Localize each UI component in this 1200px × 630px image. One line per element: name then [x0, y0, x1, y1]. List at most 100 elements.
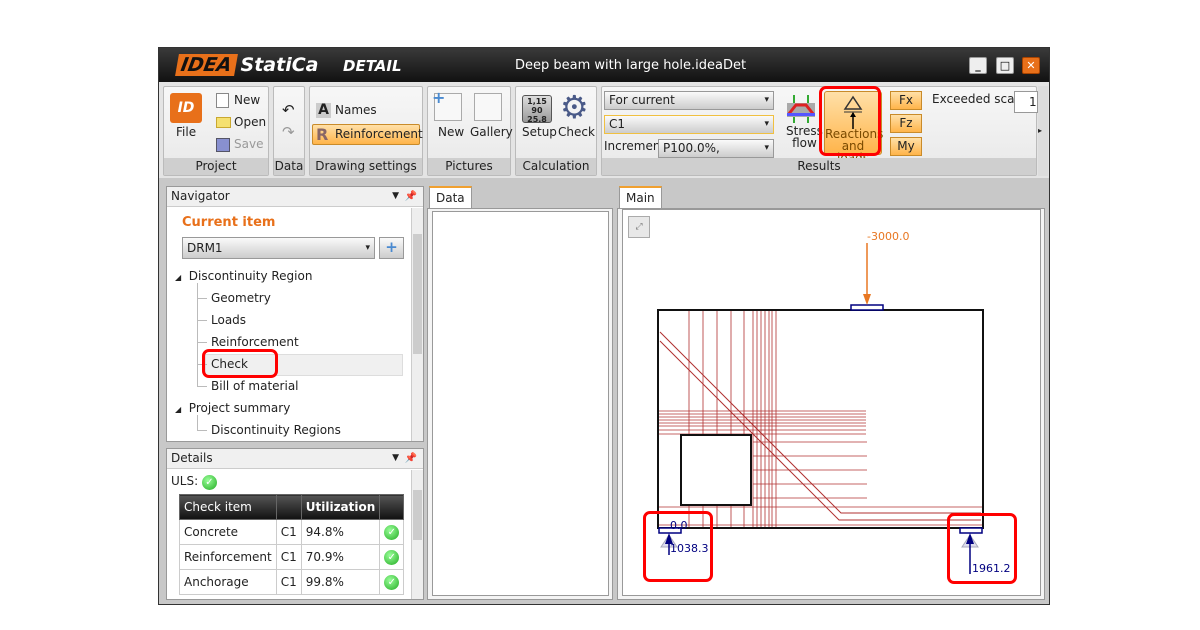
new-picture-button[interactable]: New [438, 125, 465, 139]
rebar-diagonal [659, 340, 981, 521]
group-label: Calculation [516, 158, 596, 175]
check-ok-icon: ✓ [201, 475, 217, 490]
increment-select[interactable]: P100.0%, V100.0% [658, 139, 774, 172]
group-results: For current C1 Increment P100.0%, V100.0… [601, 86, 1038, 176]
combination-select[interactable]: C1 [604, 115, 774, 134]
add-item-button[interactable]: + [379, 237, 404, 259]
tree-item[interactable]: Reinforcement [211, 335, 299, 349]
column-header[interactable]: Check item [179, 494, 277, 520]
hole-outline[interactable] [680, 434, 752, 506]
tree-node[interactable]: ◢ Project summary [175, 401, 291, 415]
stress-flow-button[interactable]: Stress flow [786, 124, 823, 150]
utilization: 99.8% [300, 569, 381, 595]
tab-main[interactable]: Main [619, 186, 662, 208]
dropdown-icon[interactable]: ▼ [392, 453, 399, 463]
column-header[interactable]: Utilization [300, 494, 381, 520]
new-icon [216, 93, 229, 108]
combination: C1 [275, 519, 302, 545]
check-ok-icon: ✓ [384, 525, 400, 540]
check-ok-icon: ✓ [384, 575, 400, 590]
table-row[interactable]: Anchorage C1 99.8% ✓ [179, 569, 405, 595]
close-button[interactable]: ✕ [1022, 57, 1040, 74]
group-data: ↶ ↷ Data [273, 86, 305, 176]
redo-icon[interactable]: ↷ [282, 123, 295, 141]
check-ok-icon: ✓ [384, 550, 400, 565]
file-button[interactable]: File [176, 125, 197, 139]
tree-item[interactable]: Geometry [211, 291, 271, 305]
load-arrowhead [863, 294, 871, 305]
reaction-arrowhead [665, 533, 673, 544]
main-panel: ⤢ -3000.0 0.0 1038.3 1961.2 [617, 208, 1045, 600]
gallery-icon [474, 93, 502, 121]
save-icon [216, 138, 230, 152]
left-reaction-vertical: 1038.3 [670, 542, 709, 555]
file-icon[interactable]: ID [170, 93, 202, 123]
check-item: Anchorage [179, 569, 277, 595]
setup-button[interactable]: Setup [522, 125, 557, 139]
combination: C1 [275, 544, 302, 570]
load-value: -3000.0 [867, 230, 909, 243]
pin-icon[interactable]: 📌 [404, 191, 417, 202]
names-icon: A [316, 103, 331, 118]
save-button[interactable]: Save [234, 137, 264, 151]
minimize-button[interactable]: _ [969, 57, 987, 74]
uls-status: ULS: ✓ [171, 474, 217, 490]
stress-flow-icon [786, 93, 816, 123]
right-reaction-value: 1961.2 [972, 562, 1011, 575]
fx-button[interactable]: Fx [890, 91, 922, 110]
new-picture-icon: + [432, 88, 462, 121]
setup-icon: 1,15 90 25.8 [522, 95, 552, 124]
details-scrollbar[interactable] [411, 470, 423, 599]
exceeded-scale-input[interactable]: 1 [1014, 91, 1038, 113]
tab-data[interactable]: Data [429, 186, 472, 208]
current-item-select[interactable]: DRM1 [182, 237, 375, 259]
increment-label: Increment [604, 139, 666, 153]
title-bar: IDEA StatiCa DETAIL Deep beam with large … [159, 48, 1049, 82]
undo-icon[interactable]: ↶ [282, 101, 295, 119]
my-button[interactable]: My [890, 137, 922, 156]
details-panel: Details ▼ 📌 ULS: ✓ Check item Utilization Co… [166, 448, 424, 600]
navigator-header: Navigator ▼ 📌 [167, 187, 423, 207]
support-plate [959, 527, 983, 534]
utilization: 70.9% [300, 544, 381, 570]
column-header[interactable] [379, 494, 405, 520]
group-label: Data [274, 158, 304, 175]
names-button[interactable]: Names [335, 103, 377, 117]
scope-select[interactable]: For current [604, 91, 774, 110]
tree-item[interactable]: Loads [211, 313, 247, 327]
app-window: IDEA StatiCa DETAIL Deep beam with large … [158, 47, 1050, 605]
reinforcement-button[interactable]: R Reinforcement [312, 124, 423, 145]
beam-drawing[interactable]: -3000.0 0.0 1038.3 1961.2 [618, 209, 1046, 601]
column-header[interactable] [275, 494, 302, 520]
beam-outline[interactable] [657, 309, 984, 529]
group-label: Drawing settings [310, 158, 422, 175]
dropdown-icon[interactable]: ▼ [392, 191, 399, 201]
logo: IDEA StatiCa [175, 54, 318, 76]
ribbon-scroll-right[interactable]: ▸ [1038, 86, 1048, 176]
maximize-button[interactable]: □ [996, 57, 1014, 74]
fit-view-button[interactable]: ⤢ [628, 216, 650, 238]
check-button[interactable]: Check [558, 125, 595, 139]
new-button[interactable]: New [234, 93, 261, 107]
tree-node[interactable]: ◢ Discontinuity Region [175, 269, 313, 283]
table-row[interactable]: Reinforcement C1 70.9% ✓ [179, 544, 405, 570]
expand-icon[interactable]: ◢ [175, 273, 182, 282]
ribbon: ID File New Open Save Project ↶ ↷ Data A… [159, 82, 1049, 178]
product-name: DETAIL [343, 57, 402, 75]
check-results-table: Check item Utilization Concrete C1 94.8% ✓ Rei… [179, 494, 405, 595]
table-row[interactable]: Concrete C1 94.8% ✓ [179, 519, 405, 545]
gallery-button[interactable]: Gallery [470, 125, 513, 139]
reaction-arrowhead [966, 533, 974, 544]
load-plate [850, 304, 884, 311]
navigator-scrollbar[interactable] [411, 208, 423, 441]
open-button[interactable]: Open [234, 115, 267, 129]
tree-item[interactable]: Discontinuity Regions [211, 423, 341, 437]
expand-icon[interactable]: ◢ [175, 405, 182, 414]
window-title: Deep beam with large hole.ideaDet [515, 58, 747, 73]
tree-item[interactable]: Check [211, 357, 248, 371]
pin-icon[interactable]: 📌 [404, 453, 417, 464]
fz-button[interactable]: Fz [890, 114, 922, 133]
utilization: 94.8% [300, 519, 381, 545]
tree-item[interactable]: Bill of material [211, 379, 299, 393]
